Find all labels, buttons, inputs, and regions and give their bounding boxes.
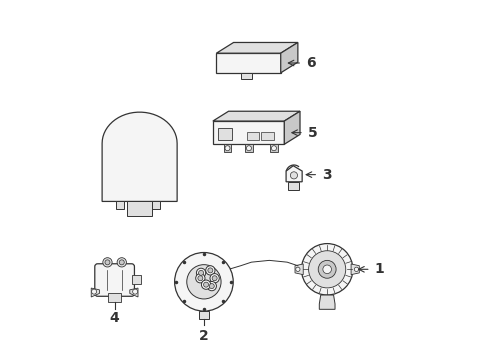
Polygon shape xyxy=(351,264,359,275)
Polygon shape xyxy=(216,267,230,276)
Circle shape xyxy=(174,252,233,311)
Polygon shape xyxy=(130,288,138,297)
FancyBboxPatch shape xyxy=(95,264,134,296)
Text: 1: 1 xyxy=(374,262,384,276)
Polygon shape xyxy=(295,264,303,275)
Polygon shape xyxy=(286,166,302,182)
Text: 3: 3 xyxy=(322,168,331,182)
Circle shape xyxy=(212,276,217,281)
Text: 6: 6 xyxy=(306,56,316,70)
Circle shape xyxy=(208,268,213,273)
Polygon shape xyxy=(281,42,298,73)
Circle shape xyxy=(103,258,112,267)
Polygon shape xyxy=(217,42,298,53)
Polygon shape xyxy=(152,202,160,209)
Polygon shape xyxy=(132,275,141,284)
Text: 4: 4 xyxy=(110,311,120,325)
Polygon shape xyxy=(223,144,231,152)
Circle shape xyxy=(203,282,209,287)
Polygon shape xyxy=(284,111,300,144)
Text: 2: 2 xyxy=(199,329,209,343)
Polygon shape xyxy=(91,288,99,297)
Polygon shape xyxy=(247,132,259,140)
Polygon shape xyxy=(198,311,209,319)
Circle shape xyxy=(210,274,220,283)
Text: 5: 5 xyxy=(308,126,317,140)
Circle shape xyxy=(187,265,221,299)
Polygon shape xyxy=(213,121,284,144)
Polygon shape xyxy=(102,112,177,202)
Circle shape xyxy=(291,172,297,179)
Circle shape xyxy=(301,244,353,295)
Circle shape xyxy=(318,260,336,278)
Circle shape xyxy=(354,267,359,271)
Circle shape xyxy=(105,260,110,265)
Polygon shape xyxy=(218,128,232,140)
Polygon shape xyxy=(217,53,281,73)
Polygon shape xyxy=(270,144,278,152)
Circle shape xyxy=(117,258,126,267)
Circle shape xyxy=(209,284,214,289)
Circle shape xyxy=(207,282,217,291)
Polygon shape xyxy=(134,202,142,209)
Polygon shape xyxy=(288,182,298,190)
Polygon shape xyxy=(261,132,273,140)
Polygon shape xyxy=(242,73,252,79)
Circle shape xyxy=(271,146,276,151)
Circle shape xyxy=(225,146,230,151)
Circle shape xyxy=(309,251,346,288)
Polygon shape xyxy=(127,202,152,216)
Circle shape xyxy=(133,289,138,294)
Circle shape xyxy=(246,146,251,151)
Circle shape xyxy=(196,274,205,283)
Circle shape xyxy=(119,260,124,265)
Circle shape xyxy=(196,268,206,278)
Circle shape xyxy=(296,267,300,271)
Polygon shape xyxy=(108,293,121,302)
Circle shape xyxy=(198,276,203,281)
Circle shape xyxy=(206,266,215,275)
Circle shape xyxy=(198,270,203,275)
Polygon shape xyxy=(245,144,253,152)
Polygon shape xyxy=(213,111,300,121)
Circle shape xyxy=(201,280,211,289)
Polygon shape xyxy=(319,295,335,309)
Circle shape xyxy=(92,289,97,294)
Polygon shape xyxy=(117,202,124,209)
Circle shape xyxy=(323,265,331,274)
